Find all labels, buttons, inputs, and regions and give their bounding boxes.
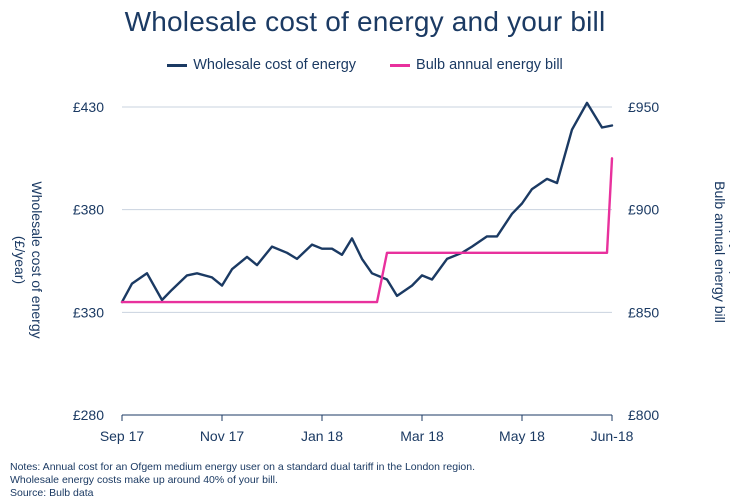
y-left-tick-label: £380 — [73, 202, 104, 218]
chart-plot-area: £280 £330 £380 £430 £800 £850 £900 £950 Sep 17 No… — [12, 99, 730, 444]
y-right-tick-label: £950 — [628, 99, 659, 115]
series-line-wholesale — [120, 101, 614, 304]
y-right-tick-label: £850 — [628, 304, 659, 320]
y-right-tick-label: £900 — [628, 202, 659, 218]
legend-item-bill: Bulb annual energy bill — [390, 57, 563, 73]
y-left-tick-label: £330 — [73, 304, 104, 320]
note-line-2: Wholesale energy costs make up around 40… — [10, 474, 278, 486]
note-line-1: Notes: Annual cost for an Ofgem medium e… — [10, 461, 476, 473]
x-tick-label: May 18 — [499, 428, 545, 444]
chart-notes: Notes: Annual cost for an Ofgem medium e… — [10, 461, 475, 500]
legend-item-wholesale: Wholesale cost of energy — [167, 57, 356, 73]
x-tick-label: Nov 17 — [200, 428, 245, 444]
x-tick-label: Sep 17 — [100, 428, 145, 444]
y-left-axis-title-line: (£/year) — [12, 236, 28, 284]
legend-label-wholesale: Wholesale cost of energy — [193, 57, 357, 73]
y-left-axis-title-line: Wholesale cost of energy — [29, 181, 45, 338]
y-left-axis-title: Wholesale cost of energy(£/year) — [12, 181, 45, 338]
y-left-tick-label: £280 — [73, 407, 104, 423]
note-line-3: Source: Bulb data — [10, 487, 94, 499]
x-tick-label: Mar 18 — [400, 428, 444, 444]
y-right-axis-title: Bulb annual energy bill(£/year) — [712, 181, 730, 323]
chart-title: Wholesale cost of energy and your bill — [124, 6, 606, 37]
x-tick-label: Jun-18 — [591, 428, 634, 444]
y-right-tick-label: £800 — [628, 407, 659, 423]
series-line-bill — [120, 157, 614, 304]
legend-label-bill: Bulb annual energy bill — [416, 57, 563, 73]
chart-legend: Wholesale cost of energy Bulb annual ene… — [0, 57, 730, 73]
y-left-tick-label: £430 — [73, 99, 104, 115]
x-tick-label: Jan 18 — [301, 428, 343, 444]
legend-swatch-bill — [390, 63, 411, 67]
legend-swatch-wholesale — [167, 63, 188, 67]
y-right-axis-title-line: Bulb annual energy bill — [712, 181, 728, 323]
